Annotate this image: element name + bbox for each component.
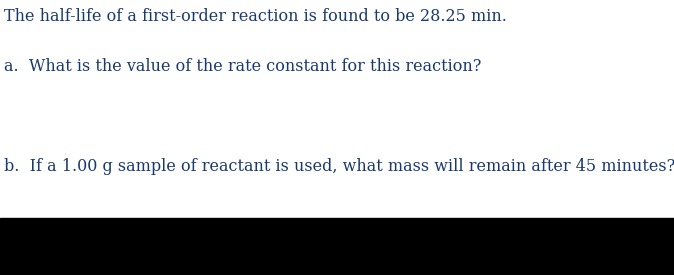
Bar — [0, 218, 674, 275]
Text: b.  If a 1.00 g sample of reactant is used, what mass will remain after 45 minut: b. If a 1.00 g sample of reactant is use… — [4, 158, 674, 175]
Text: The half-life of a first-order reaction is found to be 28.25 min.: The half-life of a first-order reaction … — [4, 8, 507, 25]
Text: a.  What is the value of the rate constant for this reaction?: a. What is the value of the rate constan… — [4, 58, 481, 75]
